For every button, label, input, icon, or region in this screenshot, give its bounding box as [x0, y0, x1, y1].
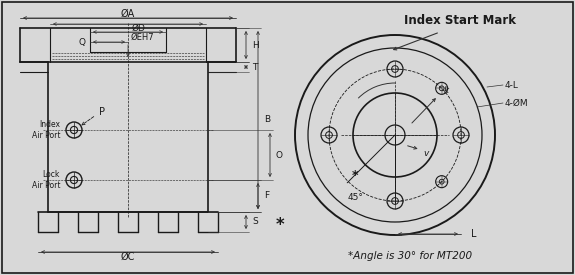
Text: T: T — [252, 62, 258, 72]
Text: 4-ØM: 4-ØM — [505, 98, 528, 108]
Text: *: * — [275, 216, 284, 234]
Text: 45°: 45° — [347, 192, 363, 202]
Text: 4-L: 4-L — [505, 81, 519, 89]
Text: *: * — [351, 169, 358, 182]
Text: ØEH7: ØEH7 — [130, 32, 154, 42]
Text: *Angle is 30° for MT200: *Angle is 30° for MT200 — [348, 251, 472, 261]
Text: ØA: ØA — [121, 9, 135, 19]
Text: Index
Air Port: Index Air Port — [32, 120, 60, 140]
Text: L: L — [471, 229, 477, 239]
Text: B: B — [264, 116, 270, 125]
Text: Index Start Mark: Index Start Mark — [404, 13, 516, 26]
Text: P: P — [99, 107, 105, 117]
Text: F: F — [264, 191, 269, 200]
Text: ØD: ØD — [131, 23, 145, 32]
Text: Lock
Air Port: Lock Air Port — [32, 170, 60, 190]
Text: ØC: ØC — [121, 252, 135, 262]
Text: Q: Q — [79, 37, 86, 46]
Text: k: k — [443, 86, 448, 95]
Text: H: H — [252, 40, 259, 50]
Text: S: S — [252, 218, 258, 227]
Text: v: v — [424, 149, 429, 158]
Text: O: O — [276, 150, 283, 160]
